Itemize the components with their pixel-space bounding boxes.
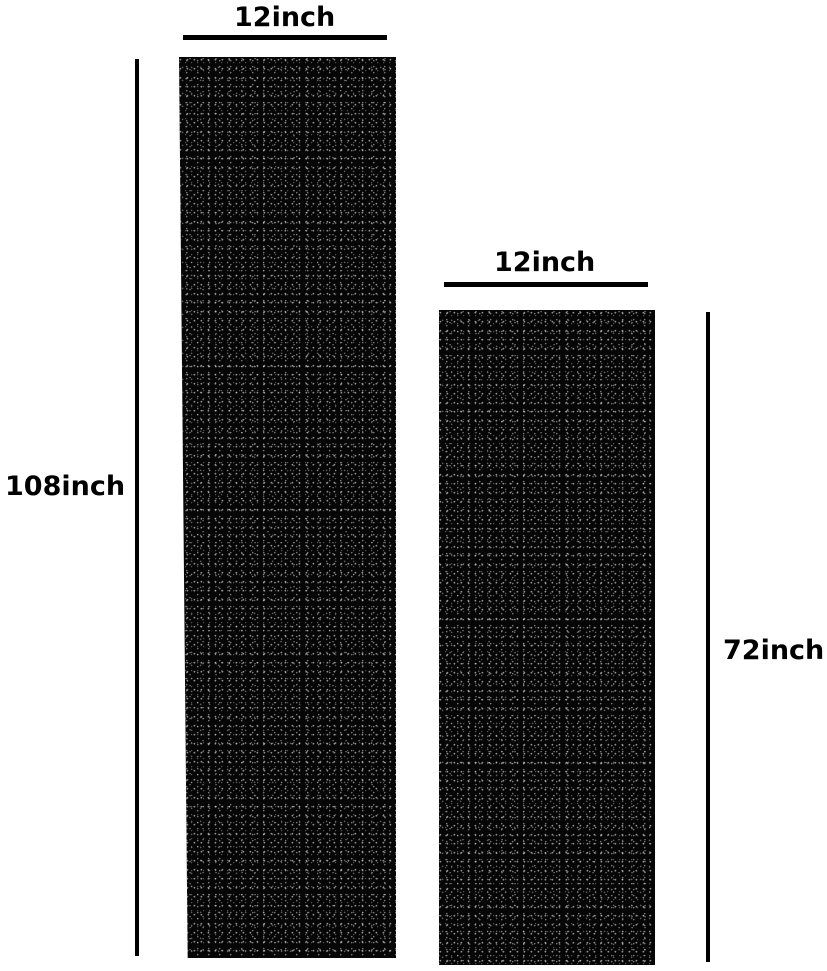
long-panel-width-label: 12inch (234, 2, 336, 33)
long-panel-length-label: 108inch (5, 471, 126, 502)
short-panel-length-label: 72inch (723, 635, 825, 666)
long-panel-length-line (135, 59, 139, 956)
long-panel-width-line (183, 35, 387, 40)
short-panel-width-label: 12inch (494, 247, 596, 278)
short-panel-length-line (706, 312, 710, 962)
long-runner-panel (179, 57, 396, 958)
short-runner-panel (439, 310, 655, 965)
short-panel-width-line (444, 282, 648, 287)
